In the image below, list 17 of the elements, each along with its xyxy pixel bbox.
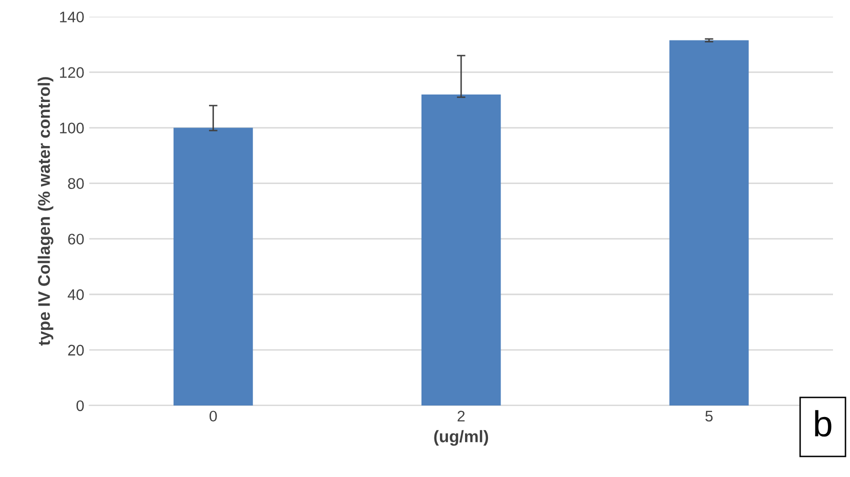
bar <box>421 94 501 406</box>
y-tick-label: 100 <box>60 122 84 134</box>
y-tick-label: 120 <box>60 67 84 78</box>
x-tick-label: 0 <box>210 410 217 422</box>
y-tick-label: 20 <box>68 344 84 356</box>
y-axis-title: type IV Collagen (% water control) <box>38 77 54 346</box>
y-tick-label: 80 <box>68 178 84 189</box>
bar <box>669 40 749 406</box>
y-tick-label: 60 <box>68 234 84 245</box>
text: b <box>815 410 832 437</box>
x-axis-title: (ug/ml) <box>434 430 488 446</box>
x-tick-label: 5 <box>705 410 713 422</box>
bar <box>174 128 253 406</box>
y-tick-label: 140 <box>60 12 84 22</box>
y-tick-label: 40 <box>68 289 84 300</box>
y-tick-label: 0 <box>76 400 84 412</box>
x-tick-label: 2 <box>458 410 465 422</box>
